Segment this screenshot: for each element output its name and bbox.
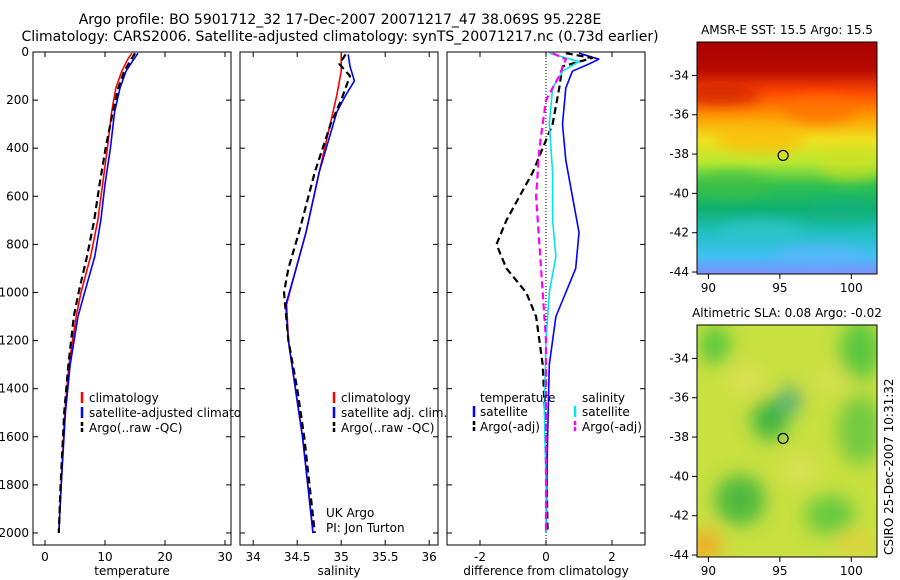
sst-map-frame xyxy=(696,41,878,275)
diff-legend-label: satellite xyxy=(480,405,528,419)
diff-legend-header-salinity: salinity xyxy=(582,391,625,405)
map-y-tick-label: -40 xyxy=(669,469,689,483)
temperature-xlabel: temperature xyxy=(94,564,169,578)
figure-title-line2: Climatology: CARS2006. Satellite-adjuste… xyxy=(21,29,659,45)
x-tick-label: 34 xyxy=(246,550,261,564)
x-tick-label: 0 xyxy=(41,550,49,564)
diff-legend-label: Argo(-adj) xyxy=(480,420,540,434)
y-tick-label: 400 xyxy=(6,141,29,155)
x-tick-label: 36 xyxy=(422,550,437,564)
temperature-series-group xyxy=(57,52,139,534)
sla-map-frame xyxy=(696,324,878,558)
x-tick-label: 2 xyxy=(608,550,616,564)
map-x-tick-label: 90 xyxy=(701,281,716,295)
salinity-axes-box xyxy=(239,51,439,546)
temperature-axes-box xyxy=(32,51,232,546)
difference-series-group xyxy=(495,52,600,545)
salinity-series-2 xyxy=(282,53,352,534)
salinity-profile-panel: 34 34.5 35 35.5 36 salinity climatologysatelli… xyxy=(239,51,447,578)
x-tick-label: 0 xyxy=(542,550,550,564)
diff-legend-label: Argo(-adj) xyxy=(582,420,642,434)
salinity-legend-label: satellite adj. clim. xyxy=(341,406,447,420)
sst-map-title: AMSR-E SST: 15.5 Argo: 15.5 xyxy=(701,23,873,37)
float-annotation: PI: Jon Turton xyxy=(326,521,405,535)
y-tick-label: 1200 xyxy=(0,334,29,348)
x-tick-label: 35.5 xyxy=(372,550,399,564)
y-tick-label: 1800 xyxy=(0,478,29,492)
map-x-tick-label: 100 xyxy=(840,281,863,295)
temperature-series-1 xyxy=(58,52,139,534)
y-tick-label: 2000 xyxy=(0,526,29,540)
map-x-tick-label: 90 xyxy=(701,564,716,578)
y-tick-label: 1000 xyxy=(0,285,29,299)
map-y-tick-label: -38 xyxy=(669,430,689,444)
sla-map-panel: Altimetric SLA: 0.08 Argo: -0.02 90 95 100 -… xyxy=(669,306,882,578)
map-y-tick-label: -42 xyxy=(669,226,689,240)
salinity-legend-label: Argo(..raw -QC) xyxy=(341,421,434,435)
difference-series-3 xyxy=(535,52,567,533)
salinity-series-group xyxy=(282,53,356,534)
x-tick-label: 10 xyxy=(97,550,112,564)
sla-texture xyxy=(697,325,877,557)
x-tick-label: 30 xyxy=(217,550,232,564)
salinity-legend-label: climatology xyxy=(341,391,411,405)
sst-map-panel: AMSR-E SST: 15.5 Argo: 15.5 90 95 100 -34 -36… xyxy=(669,23,878,295)
map-y-tick-label: -36 xyxy=(669,391,689,405)
map-y-tick-label: -38 xyxy=(669,147,689,161)
temperature-legend-label: satellite-adjusted climatology xyxy=(89,406,267,420)
argo-float-marker xyxy=(777,149,789,162)
figure-title-line1: Argo profile: BO 5901712_32 17-Dec-2007 … xyxy=(78,12,602,28)
map-y-tick-label: -40 xyxy=(669,186,689,200)
map-x-tick-label: 95 xyxy=(772,564,787,578)
diff-legend-label: satellite xyxy=(582,405,630,419)
difference-xlabel: difference from climatology xyxy=(463,564,629,578)
sla-map-title: Altimetric SLA: 0.08 Argo: -0.02 xyxy=(692,306,882,320)
y-tick-label: 200 xyxy=(6,93,29,107)
y-tick-label: 1600 xyxy=(0,430,29,444)
temperature-legend-label: Argo(..raw -QC) xyxy=(89,421,182,435)
difference-series-2 xyxy=(543,52,580,533)
float-annotation: UK Argo xyxy=(326,506,374,520)
x-tick-label: 35 xyxy=(334,550,349,564)
map-y-tick-label: -42 xyxy=(669,509,689,523)
sst-texture xyxy=(697,85,877,265)
salinity-xlabel: salinity xyxy=(317,564,360,578)
y-tick-label: 600 xyxy=(6,189,29,203)
map-y-tick-label: -34 xyxy=(669,68,689,82)
salinity-series-1 xyxy=(285,54,356,534)
x-tick-label: -2 xyxy=(474,550,486,564)
x-tick-label: 34.5 xyxy=(284,550,311,564)
y-tick-label: 800 xyxy=(6,237,29,251)
argo-float-marker xyxy=(777,432,789,445)
temperature-series-2 xyxy=(57,52,136,534)
footer-stamp: CSIRO 25-Dec-2007 10:31:32 xyxy=(882,378,896,555)
temperature-profile-panel: 0 10 20 30 0 200 400 600 800 1000 1200 1400 1600 1800… xyxy=(0,45,267,578)
map-y-tick-label: -44 xyxy=(669,265,689,279)
map-y-tick-label: -34 xyxy=(669,351,689,365)
diff-legend-header-temperature: temperature xyxy=(480,391,555,405)
difference-series-0 xyxy=(545,52,600,534)
map-y-tick-label: -44 xyxy=(669,548,689,562)
x-tick-label: 20 xyxy=(157,550,172,564)
map-y-tick-label: -36 xyxy=(669,108,689,122)
y-tick-label: 1400 xyxy=(0,382,29,396)
map-x-tick-label: 100 xyxy=(840,564,863,578)
y-tick-label: 0 xyxy=(21,45,29,59)
temperature-legend-label: climatology xyxy=(89,391,159,405)
map-x-tick-label: 95 xyxy=(772,281,787,295)
